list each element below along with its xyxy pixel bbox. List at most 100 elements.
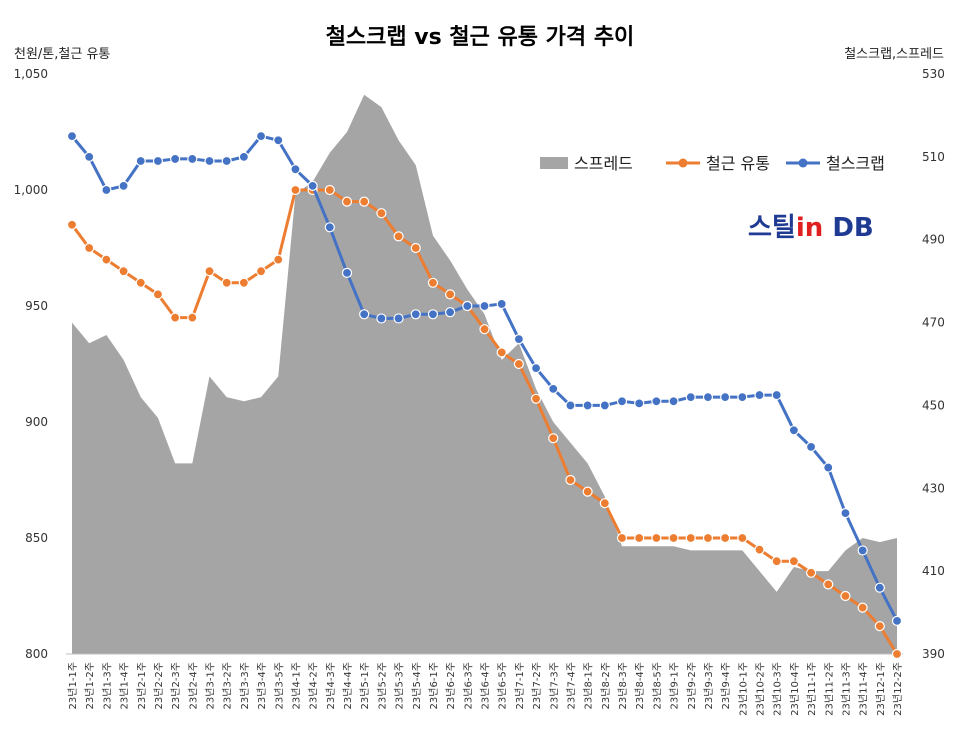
legend: 스프레드 철근 유통 철스크랩: [540, 154, 885, 173]
scrap-point: [840, 508, 851, 519]
chart-title: 철스크랩 vs 철근 유통 가격 추이: [326, 25, 635, 50]
rebar-point: [376, 208, 387, 219]
scrap-point: [857, 545, 868, 556]
legend-marker-rebar: [678, 158, 688, 168]
x-tick-label: 23년8-2주: [600, 662, 612, 709]
scrap-point: [152, 155, 164, 167]
scrap-point: [582, 400, 593, 411]
scrap-point: [720, 392, 731, 403]
scrap-point: [135, 155, 146, 167]
logo-part1: 스틸: [748, 213, 796, 243]
scrap-point: [874, 582, 885, 593]
x-tick-label: 23년3-2주: [222, 662, 234, 709]
legend-label-rebar: 철근 유통: [706, 154, 770, 173]
rebar-point: [170, 312, 181, 323]
y-right-tick-label: 530: [922, 67, 945, 81]
scrap-point: [737, 392, 748, 403]
scrap-point: [255, 131, 267, 142]
rebar-point: [720, 532, 731, 544]
x-tick-label: 23년12-2주: [892, 662, 904, 716]
steelindb-logo: 스틸in DB: [748, 213, 874, 243]
x-tick-label: 23년10-2주: [755, 662, 767, 716]
y-right-axis-label: 철스크랩,스프레드: [844, 47, 944, 62]
x-tick-label: 23년10-4주: [789, 662, 801, 716]
x-tick-label: 23년5-2주: [376, 662, 388, 709]
rebar-point: [513, 358, 524, 370]
x-tick-label: 23년11-3주: [840, 662, 852, 716]
y-left-tick-label: 850: [25, 531, 48, 545]
legend-swatch-spread: [540, 157, 568, 169]
rebar-point: [66, 219, 78, 230]
scrap-point: [599, 400, 610, 411]
spread-area-layer: [72, 94, 897, 654]
scrap-point: [427, 309, 439, 320]
scrap-point: [616, 396, 628, 407]
scrap-point: [891, 615, 903, 626]
rebar-point: [324, 184, 335, 196]
rebar-point: [599, 498, 610, 509]
y-left-tick-label: 1,000: [14, 183, 48, 197]
rebar-point: [135, 277, 146, 288]
logo-part3: DB: [823, 213, 873, 243]
y-right-tick-label: 450: [922, 398, 945, 412]
x-tick-label: 23년9-1주: [669, 662, 681, 709]
x-tick-label: 23년11-1주: [806, 662, 818, 716]
scrap-point: [341, 267, 353, 278]
legend-marker-scrap: [798, 158, 808, 168]
rebar-point: [668, 532, 679, 544]
rebar-point: [255, 266, 267, 277]
rebar-point: [341, 196, 353, 207]
logo-part2: in: [796, 213, 823, 243]
rebar-point: [565, 474, 576, 486]
rebar-point: [805, 567, 817, 578]
scrap-point: [479, 300, 490, 312]
rebar-point: [221, 277, 232, 288]
x-tick-label: 23년5-4주: [411, 662, 423, 709]
scrap-point: [702, 392, 714, 403]
rebar-point: [737, 532, 748, 544]
rebar-point: [530, 393, 542, 404]
scrap-point: [204, 155, 215, 167]
scrap-point: [307, 180, 318, 191]
x-tick-label: 23년2-1주: [136, 662, 148, 709]
rebar-point: [445, 289, 456, 300]
x-tick-label: 23년5-1주: [359, 662, 371, 709]
x-tick-label: 23년9-3주: [703, 662, 715, 709]
scrap-point: [170, 153, 181, 165]
x-tick-label: 23년7-4주: [565, 662, 577, 709]
rebar-point: [616, 532, 628, 544]
rebar-point: [427, 277, 439, 288]
scrap-point: [410, 309, 421, 320]
rebar-point: [84, 242, 95, 254]
x-tick-label: 23년7-2주: [531, 662, 543, 709]
x-tick-label: 23년8-3주: [617, 662, 629, 709]
rebar-point: [101, 254, 112, 265]
scrap-point: [754, 389, 765, 401]
scrap-point: [530, 363, 542, 374]
scrap-point: [548, 383, 559, 394]
lines-layer: [66, 131, 903, 660]
scrap-point: [290, 164, 301, 175]
x-tick-label: 23년4-3주: [325, 662, 337, 709]
y-right-tick-label: 390: [922, 647, 945, 661]
y-right-tick-label: 510: [922, 150, 945, 164]
y-left-tick-label: 950: [25, 299, 48, 313]
x-tick-label: 23년1-3주: [101, 662, 113, 709]
rebar-point: [152, 289, 164, 300]
x-tick-label: 23년10-3주: [772, 662, 784, 716]
scrap-point: [634, 398, 645, 409]
scrap-point: [101, 184, 112, 196]
legend-label-scrap: 철스크랩: [826, 154, 885, 173]
scrap-point: [187, 153, 198, 165]
rebar-point: [754, 544, 765, 555]
scrap-point: [445, 307, 456, 318]
rebar-point: [634, 532, 645, 544]
x-tick-label: 23년8-4주: [634, 662, 646, 709]
scrap-point: [84, 151, 95, 162]
x-tick-label: 23년12-1주: [875, 662, 887, 716]
scrap-point: [462, 300, 473, 312]
logo-text: 스틸in DB: [748, 213, 874, 243]
rebar-point: [479, 324, 490, 335]
x-tick-label: 23년4-4주: [342, 662, 354, 709]
rebar-point: [685, 532, 696, 544]
